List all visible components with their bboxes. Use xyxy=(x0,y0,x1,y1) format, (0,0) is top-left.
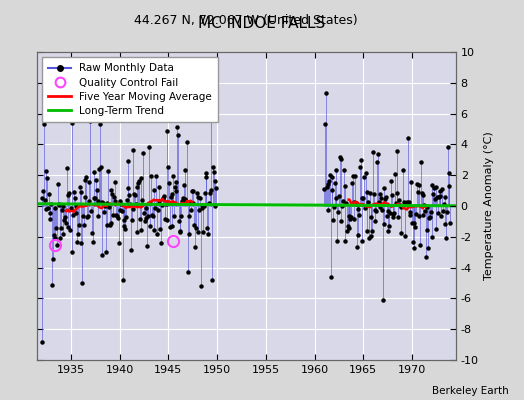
Text: MC INDOE FALLS: MC INDOE FALLS xyxy=(199,16,325,31)
Y-axis label: Temperature Anomaly (°C): Temperature Anomaly (°C) xyxy=(484,132,494,280)
Text: Berkeley Earth: Berkeley Earth xyxy=(432,386,508,396)
Legend: Raw Monthly Data, Quality Control Fail, Five Year Moving Average, Long-Term Tren: Raw Monthly Data, Quality Control Fail, … xyxy=(42,57,219,122)
Title: 44.267 N, 72.067 W (United States): 44.267 N, 72.067 W (United States) xyxy=(135,14,358,27)
